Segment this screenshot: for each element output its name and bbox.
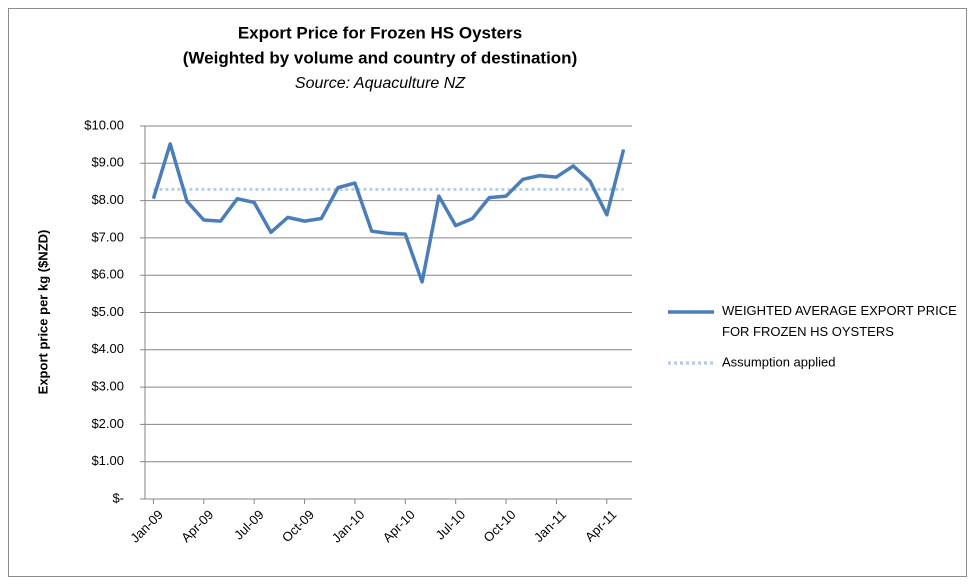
- y-tick-label: $1.00: [91, 453, 124, 468]
- y-tick-label: $5.00: [91, 304, 124, 319]
- chart-source: Source: Aquaculture NZ: [295, 75, 466, 92]
- y-tick-label: $9.00: [91, 155, 124, 170]
- y-tick-label: $7.00: [91, 229, 124, 244]
- y-tick-label: $3.00: [91, 379, 124, 394]
- chart-title: Export Price for Frozen HS Oysters: [238, 23, 522, 42]
- y-tick-label: $4.00: [91, 341, 124, 356]
- y-tick-label: $10.00: [84, 117, 124, 132]
- chart-border: [8, 8, 967, 577]
- y-tick-label: $2.00: [91, 416, 124, 431]
- y-axis-label: Export price per kg ($NZD): [35, 230, 50, 395]
- line-series: [151, 142, 626, 284]
- y-tick-label: $6.00: [91, 267, 124, 282]
- y-tick-label: $8.00: [91, 192, 124, 207]
- y-tick-label: $-: [112, 490, 124, 505]
- chart-subtitle: (Weighted by volume and country of desti…: [183, 48, 577, 67]
- legend-label: WEIGHTED AVERAGE EXPORT PRICE FOR FROZEN …: [722, 303, 957, 339]
- legend-label: Assumption applied: [722, 354, 835, 369]
